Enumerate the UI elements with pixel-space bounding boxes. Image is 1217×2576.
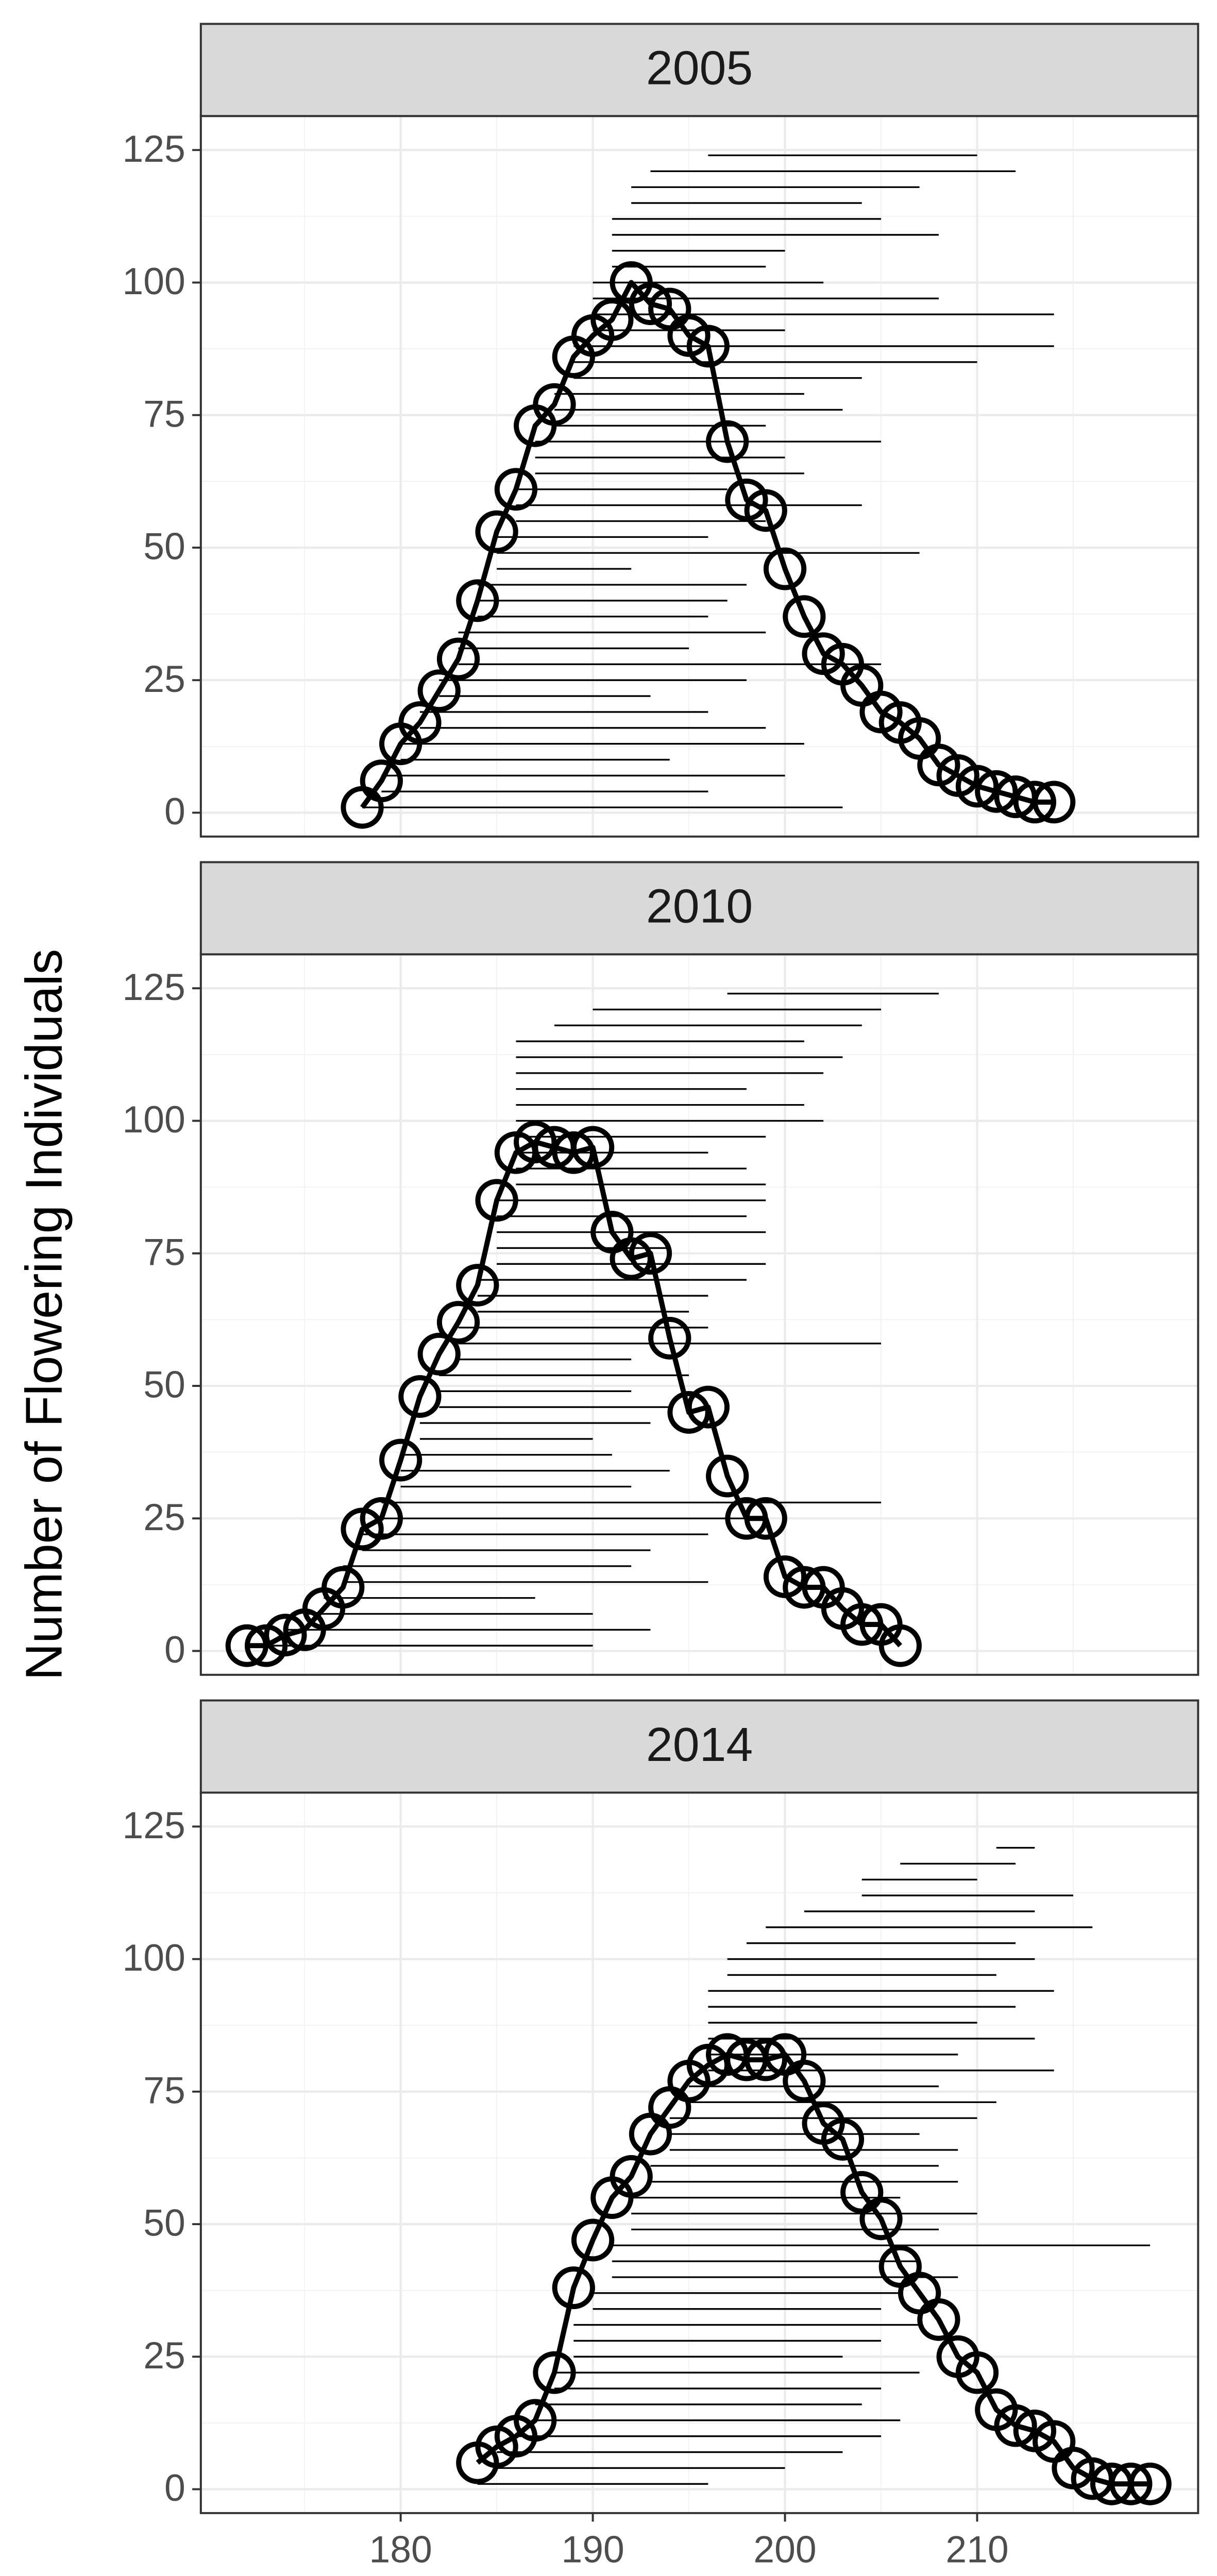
count-point <box>686 325 730 368</box>
panel: 2005 0 25 50 75 100 125 <box>123 23 1199 838</box>
count-point <box>975 770 1018 813</box>
strip-label: 2005 <box>646 41 753 95</box>
count-point <box>417 1332 461 1376</box>
strip <box>199 1699 1199 1794</box>
count-point <box>552 1131 595 1174</box>
count-point <box>1128 2462 1172 2505</box>
count-point <box>571 2218 615 2262</box>
y-tick-label: 75 <box>143 393 185 435</box>
count-point <box>456 579 499 622</box>
count-point <box>783 595 826 638</box>
count-point <box>225 1624 268 1667</box>
count-point <box>744 489 787 532</box>
plot-area <box>200 116 1198 837</box>
strip <box>199 23 1199 117</box>
count-point <box>475 510 518 553</box>
count-point <box>1109 2462 1153 2505</box>
count-point <box>514 1121 557 1164</box>
y-tick-label: 25 <box>143 658 185 700</box>
count-point <box>398 701 442 744</box>
count-point <box>398 1375 442 1418</box>
y-tick-label: 0 <box>164 1629 185 1671</box>
y-tick-label: 100 <box>123 1937 185 1979</box>
count-point <box>629 282 672 326</box>
count-point <box>725 1497 768 1540</box>
y-tick-label: 25 <box>143 2335 185 2377</box>
count-point <box>322 1566 365 1609</box>
count-point <box>917 2298 960 2341</box>
count-point <box>686 1385 730 1429</box>
count-point <box>456 1264 499 1307</box>
count-point <box>436 1301 480 1344</box>
count-point <box>859 2197 903 2241</box>
count-point <box>360 1497 403 1540</box>
y-tick-label: 50 <box>143 526 185 568</box>
y-tick-label: 0 <box>164 791 185 833</box>
panel-border <box>199 115 1199 838</box>
count-point <box>955 765 999 808</box>
count-point <box>706 1454 749 1498</box>
y-tick-label: 75 <box>143 1232 185 1274</box>
count-point <box>629 1232 672 1275</box>
count-point <box>475 1179 518 1222</box>
count-point <box>821 2118 865 2161</box>
count-point <box>610 1237 653 1280</box>
panel: 2014 0 25 50 75 100 125 180 190 200 210 <box>123 1699 1199 2571</box>
x-tick-label: 200 <box>753 2529 816 2571</box>
panel-border <box>199 1791 1199 2514</box>
count-point <box>590 298 634 341</box>
y-tick-label: 125 <box>123 967 185 1008</box>
y-tick-label: 125 <box>123 128 185 170</box>
panel: 2010 0 25 50 75 100 125 <box>123 861 1199 1676</box>
count-point <box>1013 781 1056 824</box>
count-point <box>417 669 461 713</box>
count-point <box>706 420 749 463</box>
count-point <box>571 1126 615 1169</box>
panel-border <box>199 953 1199 1676</box>
count-point <box>264 1614 307 1657</box>
strip-label: 2010 <box>646 879 753 933</box>
count-point <box>783 2059 826 2103</box>
plot-area <box>200 954 1198 1675</box>
strip-label: 2014 <box>646 1718 753 1771</box>
strip <box>199 861 1199 956</box>
count-point <box>840 1603 884 1646</box>
count-point <box>783 1566 826 1609</box>
y-tick-label: 100 <box>123 1099 185 1141</box>
count-point <box>744 1497 787 1540</box>
count-point <box>648 1316 691 1360</box>
x-tick-label: 190 <box>561 2529 624 2571</box>
y-tick-label: 50 <box>143 1364 185 1406</box>
count-point <box>436 637 480 681</box>
count-point <box>955 2351 999 2394</box>
y-tick-label: 75 <box>143 2070 185 2112</box>
y-tick-label: 100 <box>123 261 185 302</box>
x-tick-label: 210 <box>945 2529 1008 2571</box>
count-point <box>533 383 576 426</box>
x-tick-label: 180 <box>369 2529 432 2571</box>
y-tick-label: 125 <box>123 1805 185 1846</box>
count-point <box>667 1391 711 1434</box>
count-point <box>379 1438 422 1482</box>
count-point <box>878 1624 922 1667</box>
y-tick-label: 0 <box>164 2467 185 2509</box>
count-point <box>514 2399 557 2442</box>
count-point <box>994 2404 1037 2447</box>
y-tick-label: 25 <box>143 1497 185 1538</box>
y-axis-title: Number of Flowering Individuals <box>15 949 73 1681</box>
count-line <box>360 280 1054 809</box>
count-point <box>744 2038 787 2081</box>
count-point <box>610 2155 653 2198</box>
plot-area <box>200 1792 1198 2513</box>
count-point <box>360 759 403 803</box>
y-tick-label: 50 <box>143 2202 185 2244</box>
count-point <box>1033 781 1076 824</box>
count-point <box>552 2266 595 2309</box>
count-point <box>763 547 807 590</box>
count-point <box>533 2351 576 2394</box>
count-point <box>494 468 538 511</box>
